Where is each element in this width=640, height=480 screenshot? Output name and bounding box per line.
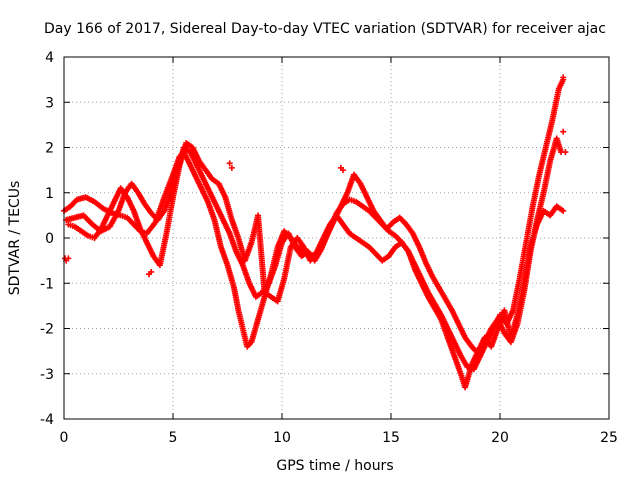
y-axis-label: SDTVAR / TECUs <box>7 181 23 296</box>
data-point <box>560 128 567 135</box>
x-tick-label: 0 <box>60 430 69 446</box>
y-tick-label: 0 <box>45 231 54 247</box>
chart-title: Day 166 of 2017, Sidereal Day-to-day VTE… <box>44 21 606 37</box>
data-point <box>148 268 155 275</box>
y-tick-label: 2 <box>45 141 54 157</box>
grid-lines <box>64 57 609 419</box>
y-tick-label: 1 <box>45 186 54 202</box>
x-axis-label: GPS time / hours <box>276 458 393 474</box>
y-tick-label: 4 <box>45 50 54 66</box>
axes: 0 5 10 15 20 25 -4 -3 -2 -1 0 1 2 3 4 <box>40 50 618 446</box>
y-tick-label: -1 <box>40 276 54 292</box>
x-tick-label: 25 <box>600 430 618 446</box>
data-point <box>560 207 567 214</box>
y-tick-label: -2 <box>40 322 54 338</box>
data-point <box>562 149 569 156</box>
x-tick-label: 10 <box>273 430 291 446</box>
y-tick-label: -3 <box>40 367 54 383</box>
x-tick-label: 20 <box>491 430 509 446</box>
y-tick-label: 3 <box>45 95 54 111</box>
y-tick-label: -4 <box>40 412 54 428</box>
data-point <box>65 255 72 262</box>
data-point <box>228 164 235 171</box>
x-tick-label: 5 <box>169 430 178 446</box>
data-point <box>226 160 233 167</box>
data-point <box>560 74 567 81</box>
x-tick-label: 15 <box>382 430 400 446</box>
data-point <box>340 167 347 174</box>
data-series <box>61 74 569 391</box>
